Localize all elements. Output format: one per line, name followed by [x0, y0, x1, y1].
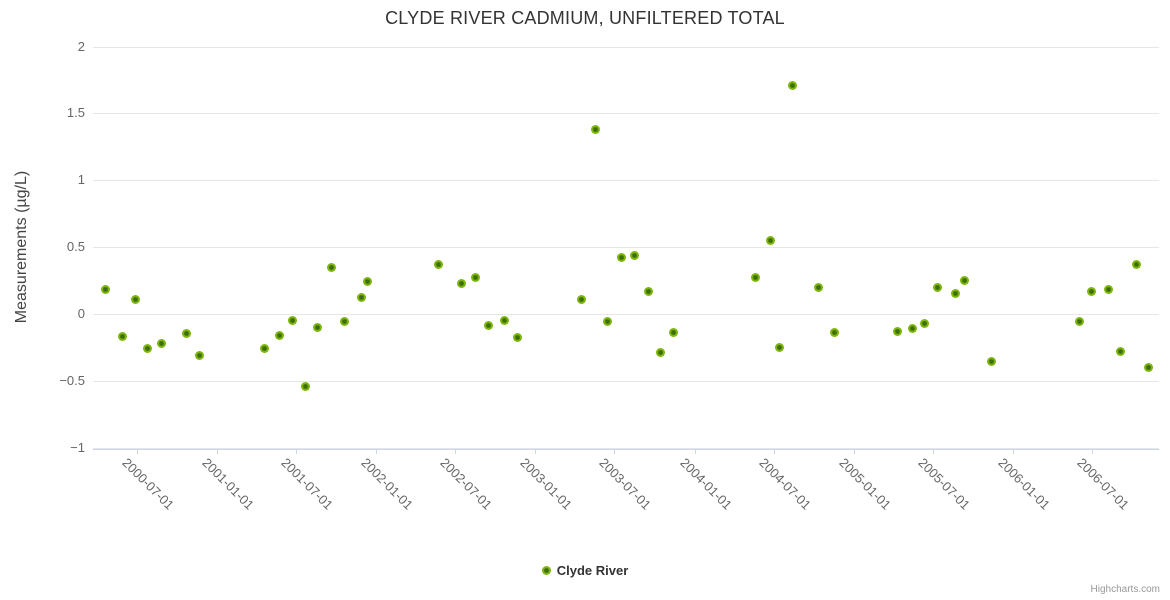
x-axis-tick	[376, 448, 378, 454]
x-axis-tick	[217, 448, 219, 454]
x-axis-tick-label: 2000-07-01	[119, 454, 178, 513]
x-axis-tick-label: 2002-01-01	[358, 454, 417, 513]
y-gridline	[93, 46, 1159, 48]
y-gridline	[93, 113, 1159, 115]
data-point[interactable]	[933, 282, 943, 292]
x-axis-tick-label: 2005-01-01	[836, 454, 895, 513]
y-gridline	[93, 447, 1159, 449]
data-point[interactable]	[274, 330, 284, 340]
data-point[interactable]	[1104, 285, 1114, 295]
data-point[interactable]	[644, 286, 654, 296]
data-point[interactable]	[471, 273, 481, 283]
data-point[interactable]	[288, 316, 298, 326]
data-point[interactable]	[194, 350, 204, 360]
data-point[interactable]	[500, 316, 510, 326]
x-axis-tick	[535, 448, 537, 454]
data-point[interactable]	[131, 294, 141, 304]
y-axis-tick-label: 0	[77, 305, 85, 321]
data-point[interactable]	[788, 80, 798, 90]
y-axis-tick-label: 2	[77, 38, 85, 54]
data-point[interactable]	[1086, 286, 1096, 296]
data-point[interactable]	[919, 318, 929, 328]
y-axis-tick-label: −0.5	[59, 372, 85, 388]
y-axis-tick-label: 0.5	[66, 239, 85, 254]
data-point[interactable]	[987, 357, 997, 367]
data-point[interactable]	[629, 250, 639, 260]
data-point[interactable]	[157, 338, 167, 348]
y-gridline	[93, 247, 1159, 248]
x-axis-line	[93, 448, 1159, 450]
data-point[interactable]	[577, 294, 587, 304]
y-axis-title: Measurements (µg/L)	[13, 170, 30, 324]
y-gridline	[93, 380, 1159, 382]
data-point[interactable]	[433, 259, 443, 269]
x-axis-tick	[854, 448, 856, 454]
credits-link[interactable]: Highcharts.com	[1090, 584, 1160, 595]
data-point[interactable]	[457, 278, 467, 288]
x-axis-tick	[296, 448, 298, 454]
data-point[interactable]	[668, 328, 678, 338]
x-axis-tick	[694, 448, 696, 454]
data-point[interactable]	[751, 273, 761, 283]
x-axis-tick-label: 2004-01-01	[676, 454, 735, 513]
y-gridline	[93, 313, 1159, 315]
data-point[interactable]	[301, 381, 311, 391]
x-axis-tick	[455, 448, 457, 454]
data-point[interactable]	[829, 328, 839, 338]
x-axis-tick-label: 2003-07-01	[596, 454, 655, 513]
legend-marker-icon	[541, 566, 551, 575]
x-axis-tick-label: 2006-01-01	[995, 454, 1054, 513]
data-point[interactable]	[766, 235, 776, 245]
data-point[interactable]	[893, 326, 903, 336]
data-point[interactable]	[617, 253, 627, 263]
data-point[interactable]	[118, 332, 128, 342]
data-point[interactable]	[312, 322, 322, 332]
x-axis-tick-label: 2001-01-01	[199, 454, 258, 513]
x-axis-tick	[1013, 448, 1015, 454]
data-point[interactable]	[814, 282, 824, 292]
x-axis-tick-label: 2003-01-01	[517, 454, 576, 513]
x-axis-tick	[137, 448, 138, 454]
legend-label: Clyde River	[556, 563, 629, 578]
data-point[interactable]	[1074, 317, 1084, 327]
data-point[interactable]	[513, 333, 523, 343]
data-point[interactable]	[363, 277, 373, 287]
y-axis-tick-label: 1.5	[66, 105, 85, 121]
data-point[interactable]	[326, 262, 336, 272]
x-axis-tick	[1092, 448, 1094, 454]
x-axis-tick-label: 2004-07-01	[756, 454, 814, 513]
data-point[interactable]	[260, 344, 270, 354]
data-point[interactable]	[1132, 259, 1142, 269]
x-axis-tick-label: 2006-07-01	[1074, 454, 1133, 513]
x-axis-tick	[933, 448, 935, 454]
y-axis-tick-label: −1	[70, 439, 85, 455]
data-point[interactable]	[357, 293, 367, 303]
legend-item-clyde-river[interactable]: Clyde River	[0, 563, 1170, 578]
data-point[interactable]	[908, 324, 918, 334]
data-point[interactable]	[590, 124, 600, 134]
chart-title: CLYDE RIVER CADMIUM, UNFILTERED TOTAL	[385, 8, 785, 28]
x-axis-tick-label: 2005-07-01	[915, 454, 974, 513]
x-axis-tick	[773, 448, 775, 454]
data-point[interactable]	[142, 344, 152, 354]
x-axis-tick-label: 2002-07-01	[437, 454, 496, 513]
data-point[interactable]	[959, 275, 969, 285]
y-gridline	[93, 180, 1159, 182]
data-point[interactable]	[950, 289, 960, 299]
x-axis-tick-label: 2001-07-01	[278, 454, 337, 513]
data-point[interactable]	[602, 317, 612, 327]
data-point[interactable]	[484, 321, 494, 331]
data-point[interactable]	[1144, 362, 1154, 372]
data-point[interactable]	[656, 348, 666, 358]
data-point[interactable]	[101, 285, 111, 295]
y-axis-tick-label: 1	[77, 172, 85, 188]
data-point[interactable]	[1116, 346, 1126, 356]
data-point[interactable]	[775, 342, 785, 352]
data-point[interactable]	[182, 329, 192, 339]
x-axis-tick	[614, 448, 616, 454]
data-point[interactable]	[340, 317, 350, 327]
